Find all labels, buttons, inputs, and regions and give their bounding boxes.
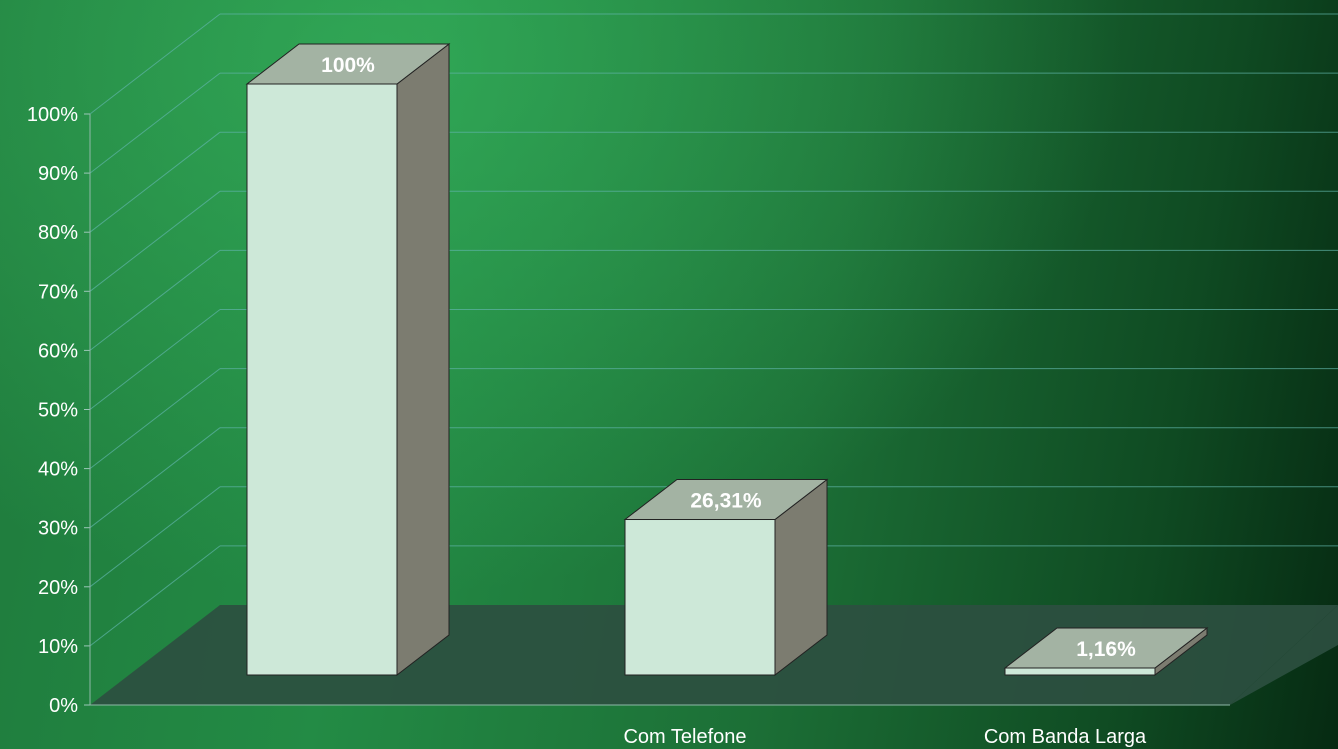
data-label: 26,31% — [690, 490, 762, 513]
bar-top — [1003, 627, 1209, 669]
chart-floor-edge — [1230, 605, 1338, 705]
y-tick-label: 90% — [38, 163, 78, 185]
y-tick-label: 80% — [38, 222, 78, 244]
y-tick-label: 30% — [38, 518, 78, 540]
y-tick-label: 60% — [38, 340, 78, 362]
gridline-diagonal — [89, 427, 221, 529]
bar-front — [624, 519, 776, 676]
data-label: 100% — [321, 54, 375, 77]
y-tick-label: 10% — [38, 636, 78, 658]
bar-front — [1004, 667, 1156, 676]
y-tick-label: 40% — [38, 459, 78, 481]
bar-top — [623, 479, 829, 521]
y-tick-label: 70% — [38, 281, 78, 303]
gridline-diagonal — [89, 368, 221, 469]
y-tick-label: 50% — [38, 400, 78, 422]
y-tick-label: 0% — [49, 695, 78, 717]
y-tick-label: 20% — [38, 577, 78, 599]
gridline-diagonal — [89, 309, 221, 410]
gridline-diagonal — [89, 72, 221, 174]
y-tick-label: 100% — [27, 104, 78, 126]
gridline-diagonal — [89, 545, 221, 647]
data-label: 1,16% — [1076, 638, 1136, 661]
gridline-diagonal — [89, 13, 221, 115]
bar-top — [245, 43, 451, 85]
gridline-diagonal — [89, 131, 221, 233]
gridline-diagonal — [89, 250, 221, 351]
category-label: Com Banda Larga — [984, 726, 1147, 748]
bar-side — [396, 42, 450, 677]
gridline-diagonal — [89, 486, 221, 588]
bar-front — [246, 83, 398, 676]
gridline-diagonal — [89, 190, 221, 292]
category-label: Com Telefone — [623, 726, 746, 748]
